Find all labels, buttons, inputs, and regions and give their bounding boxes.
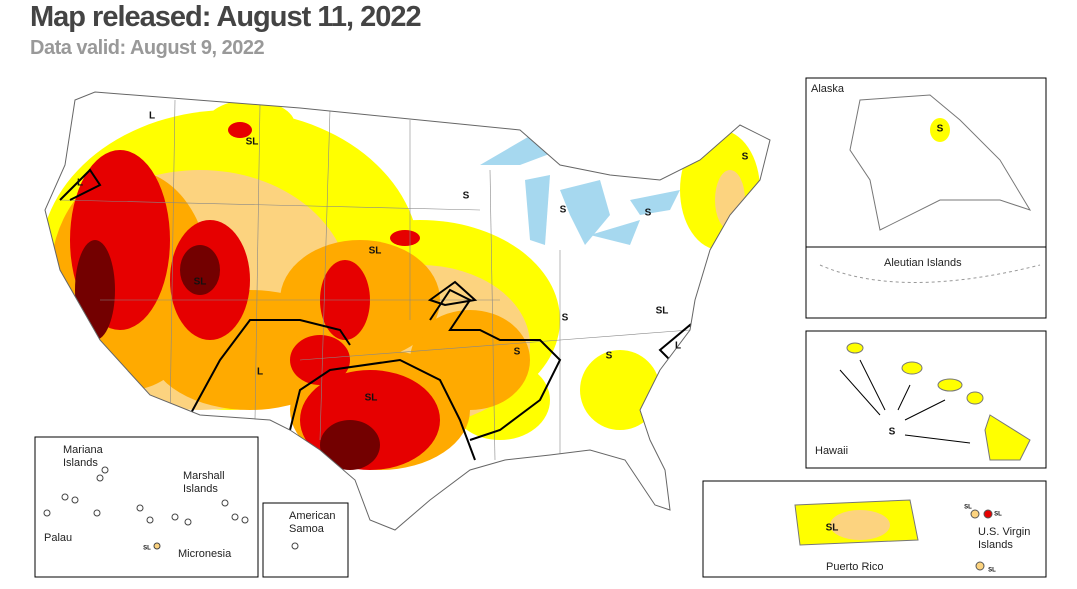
impact-label: S <box>606 351 613 362</box>
inset-title: Mariana Islands <box>63 444 103 469</box>
puerto-rico-drought <box>830 510 890 540</box>
impact-label: SL <box>994 512 1002 518</box>
inset-title: Alaska <box>811 83 845 95</box>
virgin-islands <box>970 509 993 571</box>
impact-label: SL <box>143 546 151 552</box>
inset-title: U.S. Virgin Islands <box>978 526 1031 551</box>
impact-label: L <box>149 111 155 122</box>
impact-label: SL <box>656 306 669 317</box>
impact-label: S <box>645 208 652 219</box>
inset-title: Aleutian Islands <box>884 257 962 269</box>
title: Map released: August 11, 2022 <box>30 1 422 33</box>
inset-title: Palau <box>44 532 73 544</box>
inset-title: American Samoa <box>289 510 336 535</box>
aleutian-shape <box>819 264 1041 283</box>
inset-title: Micronesia <box>178 548 232 560</box>
inset-boxes <box>34 77 1047 578</box>
impact-label: S <box>562 313 569 324</box>
impact-label: S <box>514 347 521 358</box>
impact-label: SL <box>246 137 259 148</box>
impact-label: S <box>463 191 470 202</box>
impact-label: S <box>742 152 749 163</box>
impact-label: SL <box>365 393 378 404</box>
inset-title: Hawaii <box>815 445 849 457</box>
alaska-drought <box>930 118 950 142</box>
impact-label: S <box>937 124 944 135</box>
impact-label: SL <box>194 277 207 288</box>
impact-label: SL <box>826 523 839 534</box>
subtitle: Data valid: August 9, 2022 <box>30 37 265 59</box>
impact-label: L <box>257 367 263 378</box>
impact-label: SL <box>369 246 382 257</box>
alaska-shape <box>849 94 1032 231</box>
hawaii-pointers <box>839 359 971 444</box>
impact-label: SL <box>964 505 972 511</box>
impact-label: S <box>560 205 567 216</box>
inset-title: Marshall Islands <box>183 470 225 495</box>
pacific-islands <box>43 466 299 550</box>
impact-label: L <box>675 341 681 352</box>
impact-label: S <box>889 427 896 438</box>
hawaii-islands <box>846 342 1031 461</box>
impact-label: SL <box>988 568 996 574</box>
inset-title: Puerto Rico <box>826 561 884 573</box>
impact-label: L <box>77 178 83 189</box>
